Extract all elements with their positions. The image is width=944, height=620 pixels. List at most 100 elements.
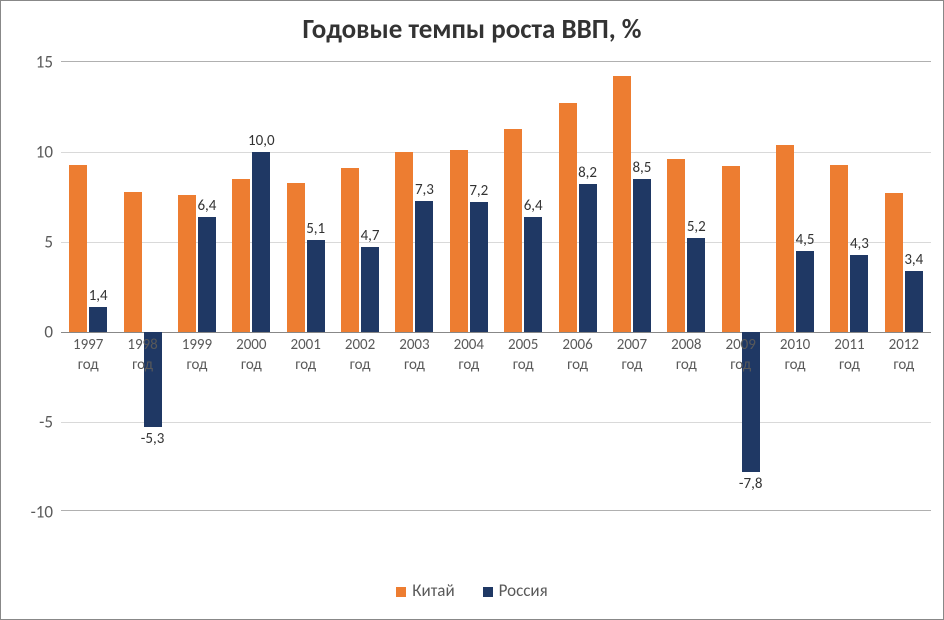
x-tick-label: 1999год [170, 336, 224, 375]
x-tick-label: 2007год [605, 336, 659, 375]
x-tick-year: 1997 [61, 336, 115, 356]
x-tick-word: год [61, 356, 115, 376]
x-tick-word: год [333, 356, 387, 376]
bar [559, 103, 577, 332]
legend-item: Китай [396, 580, 454, 601]
x-tick-word: год [659, 356, 713, 376]
data-label: 5,2 [676, 218, 716, 236]
x-tick-year: 1999 [170, 336, 224, 356]
x-tick-word: год [714, 356, 768, 376]
y-tick-label: 5 [44, 232, 61, 253]
data-label: 7,3 [404, 181, 444, 199]
bar [504, 129, 522, 332]
bar [232, 179, 250, 332]
bar [687, 238, 705, 332]
bar [361, 247, 379, 332]
x-tick-word: год [877, 356, 931, 376]
bar [395, 152, 413, 332]
baseline [61, 332, 931, 333]
bar [579, 184, 597, 332]
chart-title: Годовые темпы роста ВВП, % [1, 1, 943, 46]
x-tick-word: год [115, 356, 169, 376]
x-tick-label: 2004год [442, 336, 496, 375]
chart-container: Годовые темпы роста ВВП, % -10-50510151,… [0, 0, 944, 620]
x-tick-year: 2007 [605, 336, 659, 356]
data-label: 6,4 [513, 197, 553, 215]
x-tick-label: 2005год [496, 336, 550, 375]
x-tick-label: 1997год [61, 336, 115, 375]
data-label: 4,7 [350, 227, 390, 245]
x-tick-year: 2004 [442, 336, 496, 356]
data-label: 6,4 [187, 197, 227, 215]
x-tick-word: год [170, 356, 224, 376]
x-tick-label: 2010год [768, 336, 822, 375]
bar [905, 271, 923, 332]
data-label: 1,4 [78, 287, 118, 305]
x-tick-word: год [496, 356, 550, 376]
legend-label: Китай [412, 580, 454, 601]
gridline [61, 422, 931, 423]
plot-area: -10-50510151,41997год-5,31998год6,41999г… [61, 61, 931, 511]
x-tick-label: 2003год [387, 336, 441, 375]
x-tick-year: 2001 [279, 336, 333, 356]
y-tick-label: 0 [44, 322, 61, 343]
legend-item: Россия [483, 580, 548, 601]
bar [341, 168, 359, 332]
data-label: 7,2 [459, 182, 499, 200]
x-tick-year: 2000 [224, 336, 278, 356]
bar [796, 251, 814, 332]
data-label: 3,4 [894, 251, 934, 269]
bar [89, 307, 107, 332]
x-tick-word: год [387, 356, 441, 376]
bar [124, 192, 142, 332]
x-tick-word: год [279, 356, 333, 376]
x-tick-label: 2001год [279, 336, 333, 375]
x-tick-label: 2009год [714, 336, 768, 375]
legend-swatch [396, 587, 406, 597]
data-label: 10,0 [241, 132, 281, 150]
bar [252, 152, 270, 332]
x-tick-year: 2008 [659, 336, 713, 356]
legend-label: Россия [499, 580, 548, 601]
bar [722, 166, 740, 332]
x-tick-label: 2012год [877, 336, 931, 375]
bar [613, 76, 631, 332]
x-tick-label: 2002год [333, 336, 387, 375]
bar [667, 159, 685, 332]
bar [69, 165, 87, 332]
bar [198, 217, 216, 332]
y-tick-label: -10 [31, 502, 61, 523]
x-tick-label: 2006год [550, 336, 604, 375]
x-tick-year: 2006 [550, 336, 604, 356]
bar [850, 255, 868, 332]
data-label: -5,3 [133, 430, 173, 448]
bar [307, 240, 325, 332]
bar [524, 217, 542, 332]
y-tick-label: -5 [39, 412, 61, 433]
x-tick-word: год [605, 356, 659, 376]
gridline [61, 152, 931, 153]
y-tick-label: 10 [36, 142, 61, 163]
x-tick-word: год [224, 356, 278, 376]
x-tick-year: 2003 [387, 336, 441, 356]
x-tick-year: 2005 [496, 336, 550, 356]
x-tick-year: 2009 [714, 336, 768, 356]
bar [450, 150, 468, 332]
data-label: 4,5 [785, 231, 825, 249]
x-tick-word: год [822, 356, 876, 376]
data-label: 8,5 [622, 159, 662, 177]
x-tick-label: 2011год [822, 336, 876, 375]
x-tick-year: 2011 [822, 336, 876, 356]
data-label: -7,8 [731, 475, 771, 493]
x-tick-word: год [550, 356, 604, 376]
data-label: 4,3 [839, 235, 879, 253]
data-label: 8,2 [568, 164, 608, 182]
bar [287, 183, 305, 332]
x-tick-word: год [768, 356, 822, 376]
bar [470, 202, 488, 332]
legend: Китай Россия [1, 580, 943, 601]
x-tick-label: 2008год [659, 336, 713, 375]
x-tick-year: 2002 [333, 336, 387, 356]
x-tick-label: 1998год [115, 336, 169, 375]
x-tick-label: 2000год [224, 336, 278, 375]
